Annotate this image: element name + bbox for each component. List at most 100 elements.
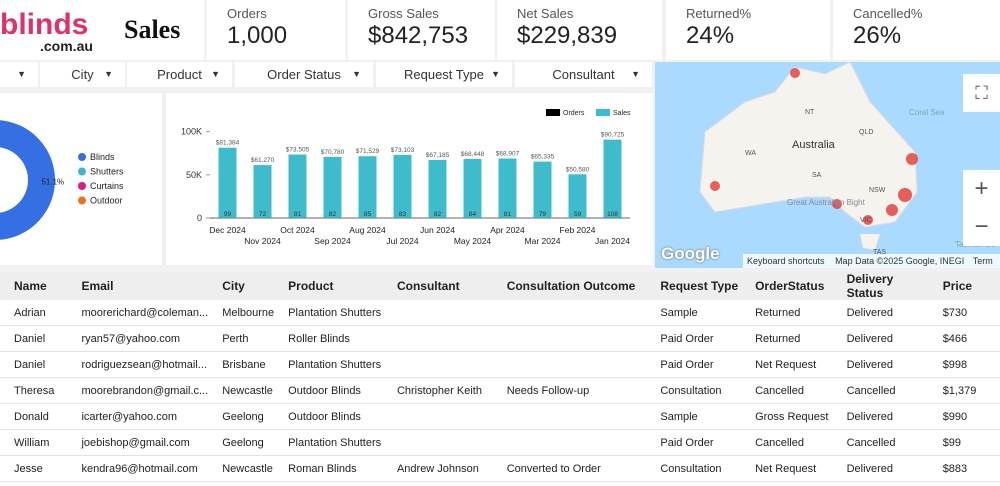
- map-label: VIC: [860, 217, 872, 224]
- map-canvas: NT QLD WA SA NSW VIC TAS Australia Coral…: [699, 62, 996, 256]
- y-tick-label: 50K: [186, 170, 202, 180]
- kpi-value: 26%: [853, 22, 902, 49]
- logo-panel: blinds .com.au Sales: [0, 0, 204, 60]
- kpi-card: Cancelled% 26%: [833, 0, 1000, 60]
- orders-label: 79: [539, 211, 547, 218]
- table-cell: Cancelled: [832, 377, 929, 404]
- table-cell: $1,379: [928, 377, 1000, 404]
- table-cell: $883: [928, 455, 1000, 482]
- legend-label: Orders: [563, 110, 585, 117]
- table-cell: $990: [928, 403, 1000, 430]
- dropdown-arrow: ▼: [211, 69, 220, 79]
- sales-label: $90,725: [601, 132, 625, 139]
- table-cell: Delivered: [832, 325, 929, 352]
- filter-dropdown[interactable]: Request Type ▼: [376, 62, 512, 87]
- filter-label: Order Status: [267, 67, 341, 82]
- sales-bar: [323, 156, 342, 218]
- table-row: William joebishop@gmail.com Geelong Plantat…: [0, 429, 1000, 456]
- map-label: WA: [745, 150, 756, 157]
- fullscreen-button[interactable]: ⛶: [963, 74, 1000, 112]
- shortcuts-link[interactable]: Keyboard shortcuts: [747, 256, 825, 266]
- filter-dropdown[interactable]: Order Status ▼: [235, 62, 373, 87]
- column-header[interactable]: OrderStatus: [741, 272, 833, 300]
- table-cell: Net Request: [741, 351, 833, 378]
- orders-label: 59: [574, 211, 582, 218]
- column-header[interactable]: Delivery Status: [832, 272, 929, 300]
- table-cell: $998: [928, 351, 1000, 378]
- dropdown-arrow: ▼: [352, 69, 361, 79]
- kpi-label: Gross Sales: [368, 6, 439, 21]
- sales-bar: [218, 147, 237, 218]
- sales-bar: [463, 158, 482, 218]
- slice-label: 51.1%: [41, 178, 64, 187]
- map-label: TAS: [873, 249, 886, 256]
- column-header[interactable]: Price: [928, 272, 1000, 300]
- table-cell: Daniel: [0, 351, 68, 378]
- sales-bar: [603, 139, 622, 218]
- sales-label: $65,335: [531, 154, 555, 161]
- orders-label: 82: [329, 211, 337, 218]
- terms-link[interactable]: Term: [972, 256, 993, 266]
- kpi-label: Orders: [227, 6, 267, 21]
- filter-label: Request Type: [404, 67, 484, 82]
- dropdown-arrow: ▼: [631, 69, 640, 79]
- map-label: Great Australian Bight: [787, 198, 866, 207]
- sales-label: $50,580: [566, 166, 590, 173]
- table-panel: Name Email City Product Consultant Consultati…: [0, 272, 1000, 486]
- table-row: Theresa moorebrandon@gmail.c... Newcastle O…: [0, 377, 1000, 404]
- table-cell: Theresa: [0, 377, 68, 404]
- table-cell: [382, 403, 493, 430]
- orders-label: 72: [259, 211, 267, 218]
- map[interactable]: NT QLD WA SA NSW VIC TAS Australia Coral…: [655, 62, 1000, 268]
- table-cell: Perth: [208, 325, 275, 352]
- x-tick-label: May 2024: [454, 236, 492, 246]
- y-tick-label: 100K: [181, 127, 202, 137]
- heat-spots: [710, 68, 918, 225]
- zoom-controls[interactable]: + −: [963, 170, 1000, 246]
- column-header[interactable]: City: [208, 272, 275, 300]
- filter-dropdown[interactable]: Consultant ▼: [515, 62, 652, 87]
- table-cell: $99: [928, 429, 1000, 456]
- dropdown-arrow: ▼: [104, 69, 113, 79]
- table-cell: Roman Blinds: [274, 455, 383, 482]
- orders-label: 108: [607, 211, 618, 218]
- column-header[interactable]: Request Type: [646, 272, 742, 300]
- filter-dropdown[interactable]: Product ▼: [127, 62, 232, 87]
- filter-label: Consultant: [552, 67, 615, 82]
- table-cell: [382, 325, 493, 352]
- table-cell: Melbourne: [208, 300, 275, 326]
- sales-bar: [428, 159, 447, 218]
- table-cell: Outdoor Blinds: [274, 403, 383, 430]
- x-tick-label: Nov 2024: [244, 236, 281, 246]
- filter-dropdown[interactable]: City ▼: [40, 62, 125, 87]
- table-cell: Christopher Keith: [382, 377, 493, 404]
- table-cell: Outdoor Blinds: [274, 377, 383, 404]
- legend-label: Shutters: [90, 167, 124, 177]
- map-label: SA: [812, 172, 822, 179]
- sales-label: $68,907: [496, 150, 520, 157]
- column-header[interactable]: Consultation Outcome: [492, 272, 647, 300]
- table-cell: Converted to Order: [492, 455, 647, 482]
- filter-dropdown[interactable]: ▼: [0, 62, 38, 87]
- sales-label: $73,505: [286, 147, 310, 154]
- column-header[interactable]: Email: [67, 272, 209, 300]
- sales-bar: [498, 158, 517, 218]
- kpi-label: Returned%: [686, 6, 752, 21]
- column-header[interactable]: Consultant: [382, 272, 493, 300]
- table-cell: Brisbane: [208, 351, 275, 378]
- sales-label: $68,448: [461, 151, 485, 158]
- table-cell: [382, 300, 493, 326]
- table-cell: Consultation: [646, 377, 742, 404]
- dashboard-title: Sales: [124, 15, 181, 44]
- x-tick-label: Apr 2024: [490, 225, 525, 235]
- table-cell: Returned: [741, 325, 833, 352]
- sales-bar: [533, 161, 552, 218]
- map-data: Map Data ©2025 Google, INEGI: [835, 256, 965, 266]
- orders-label: 82: [434, 211, 442, 218]
- legend-label: Outdoor: [90, 196, 123, 206]
- table-cell: Sample: [646, 300, 742, 326]
- column-header[interactable]: Product: [274, 272, 383, 300]
- column-header[interactable]: Name: [0, 272, 68, 300]
- table-cell: Sample: [646, 403, 742, 430]
- kpi-label: Cancelled%: [853, 6, 923, 21]
